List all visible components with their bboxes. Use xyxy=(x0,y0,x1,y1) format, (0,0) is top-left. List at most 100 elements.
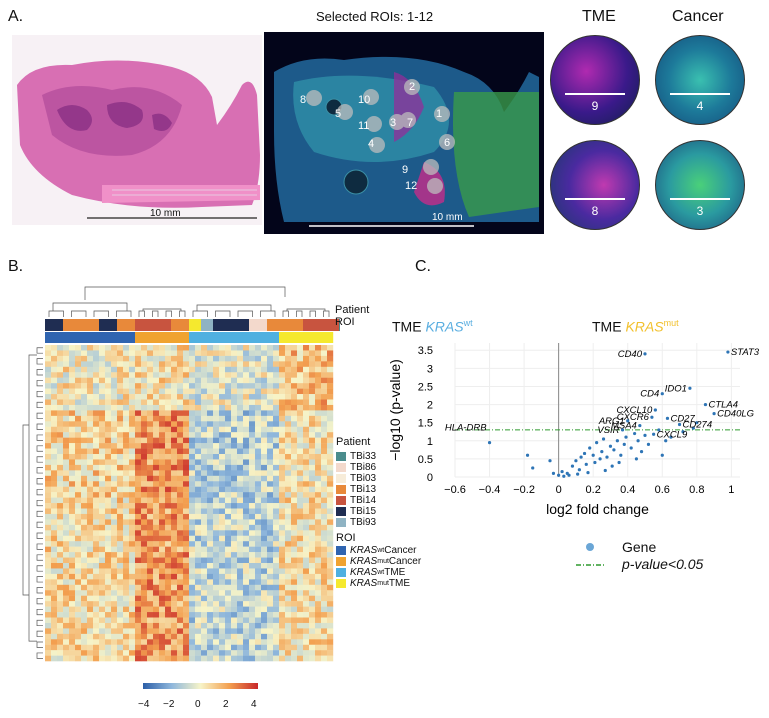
heatmap-cell xyxy=(135,481,142,487)
heatmap-cell xyxy=(69,437,76,444)
data-point xyxy=(584,462,588,466)
heatmap-cell xyxy=(171,437,178,444)
heatmap-cell xyxy=(321,601,328,607)
heatmap-cell xyxy=(69,492,76,498)
heatmap-cell xyxy=(153,394,160,400)
heatmap-cell xyxy=(117,404,124,411)
heatmap-cell xyxy=(93,421,100,427)
heatmap-cell xyxy=(123,421,130,427)
roi-annotation xyxy=(63,332,70,343)
heatmap-cell xyxy=(93,541,100,547)
heatmap-cell xyxy=(273,432,280,438)
heatmap-cell xyxy=(255,584,262,591)
roi-annotation xyxy=(135,332,142,343)
heatmap-cell xyxy=(231,388,238,395)
data-point xyxy=(664,439,668,443)
heatmap-cell xyxy=(87,410,94,417)
heatmap-cell xyxy=(207,650,214,656)
heatmap-cell xyxy=(117,535,124,542)
heatmap-cell xyxy=(285,410,292,417)
heatmap-cell xyxy=(207,617,214,624)
heatmap-cell xyxy=(171,470,178,476)
heatmap-cell xyxy=(195,492,202,498)
heatmap-cell xyxy=(291,350,298,357)
heatmap-cell xyxy=(51,552,58,558)
data-point xyxy=(634,457,638,461)
heatmap-cell xyxy=(171,350,178,357)
heatmap-cell xyxy=(51,443,58,449)
heatmap-cell xyxy=(111,524,118,531)
heatmap-cell xyxy=(165,628,172,635)
heatmap-cell xyxy=(141,345,148,351)
heatmap-cell xyxy=(279,546,286,553)
heatmap-cell xyxy=(219,443,226,449)
tme-roi-8-circle: 8 xyxy=(550,140,640,230)
heatmap-cell xyxy=(111,612,118,618)
heatmap-cell xyxy=(147,513,154,520)
heatmap-cell xyxy=(171,639,178,645)
heatmap-cell xyxy=(303,372,310,378)
heatmap-cell xyxy=(195,524,202,531)
heatmap-cell xyxy=(51,590,58,596)
heatmap-cell xyxy=(63,606,70,613)
heatmap-cell xyxy=(123,519,130,526)
heatmap-cell xyxy=(243,421,250,427)
heatmap-cell xyxy=(201,432,208,438)
roi-label: 10 xyxy=(358,94,371,106)
heatmap-cell xyxy=(147,481,154,487)
heatmap-cell xyxy=(93,415,100,422)
heatmap-cell xyxy=(189,470,196,476)
heatmap-cell xyxy=(303,437,310,444)
heatmap-cell xyxy=(183,377,190,384)
heatmap-cell xyxy=(327,563,334,569)
heatmap-cell xyxy=(249,612,256,618)
heatmap-cell xyxy=(237,644,244,651)
heatmap-cell xyxy=(189,475,196,482)
heatmap-cell xyxy=(291,639,298,645)
data-point xyxy=(562,474,566,478)
heatmap-cell xyxy=(237,492,244,498)
heatmap-cell xyxy=(147,475,154,482)
heatmap-cell xyxy=(213,601,220,607)
heatmap-cell xyxy=(213,650,220,656)
heatmap-cell xyxy=(213,535,220,542)
heatmap-cell xyxy=(111,557,118,564)
heatmap-cell xyxy=(123,410,130,417)
heatmap-cell xyxy=(177,612,184,618)
heatmap-cell xyxy=(135,486,142,493)
heatmap-cell xyxy=(93,355,100,362)
heatmap-cell xyxy=(201,655,208,662)
heatmap-cell xyxy=(63,508,70,515)
heatmap-cell xyxy=(279,355,286,362)
heatmap-cell xyxy=(285,432,292,438)
heatmap-cell xyxy=(213,486,220,493)
roi-legend-item: KRAS mut TME xyxy=(336,578,421,589)
heatmap-cell xyxy=(153,606,160,613)
point-label: CXCL9 xyxy=(657,429,688,440)
heatmap-cell xyxy=(237,628,244,635)
heatmap-cell xyxy=(285,464,292,471)
heatmap-cell xyxy=(135,388,142,395)
heatmap-cell xyxy=(303,568,310,575)
heatmap-cell xyxy=(285,541,292,547)
heatmap-cell xyxy=(195,497,202,504)
heatmap-cell xyxy=(57,372,64,378)
heatmap-cell xyxy=(297,595,304,602)
heatmap-cell xyxy=(183,345,190,351)
heatmap-cell xyxy=(105,399,112,406)
heatmap-cell xyxy=(237,655,244,662)
heatmap-cell xyxy=(243,595,250,602)
heatmap-cell xyxy=(129,475,136,482)
heatmap-cell xyxy=(45,475,52,482)
heatmap-cell xyxy=(57,486,64,493)
heatmap-cell xyxy=(255,530,262,536)
heatmap-cell xyxy=(123,377,130,384)
heatmap-cell xyxy=(135,355,142,362)
heatmap-cell xyxy=(237,601,244,607)
heatmap-cell xyxy=(207,350,214,357)
heatmap-cell xyxy=(267,421,274,427)
heatmap-cell xyxy=(111,617,118,624)
heatmap-cell xyxy=(225,590,232,596)
heatmap-cell xyxy=(327,410,334,417)
heatmap-cell xyxy=(273,388,280,395)
